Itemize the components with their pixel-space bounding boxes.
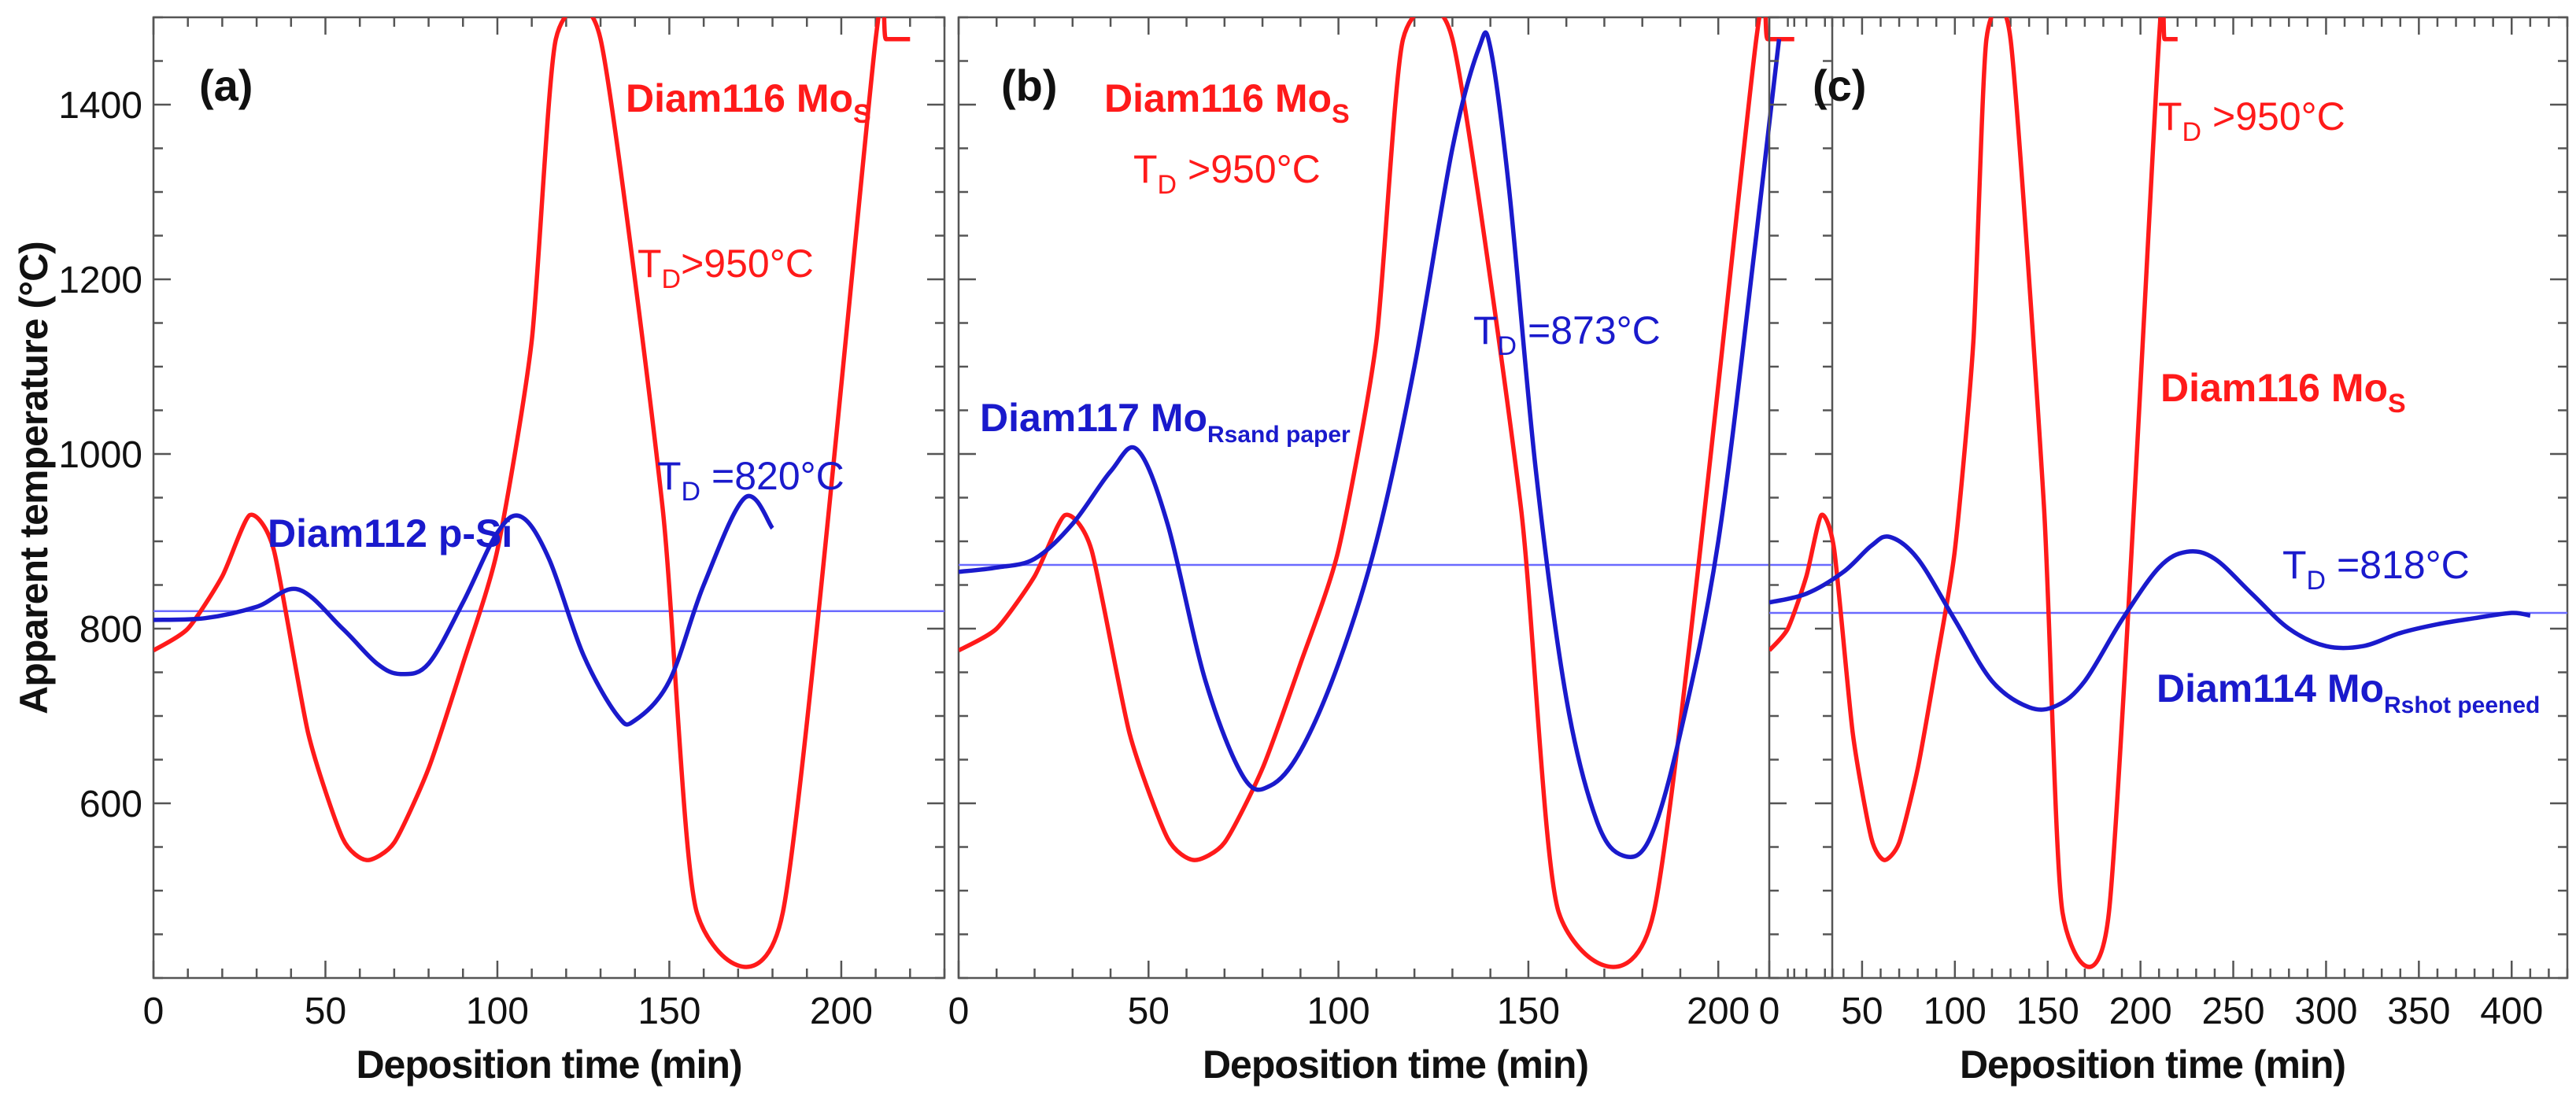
x-tick-label: 50 <box>1128 991 1170 1032</box>
annotation: TD =820°C <box>657 454 844 507</box>
annotation-main: T <box>638 242 662 286</box>
x-tick-label: 200 <box>1687 991 1750 1032</box>
y-tick-label: 1200 <box>58 260 142 301</box>
x-tick-label: 400 <box>2480 991 2543 1032</box>
x-tick-label: 0 <box>143 991 164 1032</box>
panel-label: (a) <box>199 61 253 110</box>
annotation-main: Diam117 Mo <box>980 396 1207 440</box>
series-line-diam116 <box>1769 17 2178 969</box>
annotation-main: T <box>1473 308 1498 352</box>
x-tick-label: 150 <box>1497 991 1560 1032</box>
annotation-main: T <box>657 454 682 498</box>
annotation-value: =873°C <box>1517 308 1661 352</box>
annotation-main: Diam116 Mo <box>626 76 853 120</box>
y-tick-label: 1000 <box>58 434 142 476</box>
annotation: Diam114 MoRshot peened <box>2157 666 2540 718</box>
annotation-value: >950°C <box>681 242 814 286</box>
x-tick-label: 300 <box>2294 991 2357 1032</box>
annotation-subscript: S <box>853 99 871 129</box>
annotation-subscript: D <box>1158 170 1177 200</box>
x-tick-label: 250 <box>2201 991 2264 1032</box>
annotation: Diam112 p-Si <box>268 511 512 555</box>
annotation-subscript: S <box>1332 99 1350 129</box>
annotation-main: Diam116 Mo <box>2160 366 2388 410</box>
chart-panel-b: 0 50 100 150 200 Deposition time (min) (b) Diam… <box>948 16 1834 1087</box>
annotation: TD >950°C <box>2158 94 2345 147</box>
annotation: TD =873°C <box>1473 308 1661 361</box>
annotation: Diam116 MoS <box>2160 366 2406 419</box>
y-tick-label: 600 <box>79 784 142 825</box>
chart-panels: 0 50 100 150 200600800100012001400Deposition… <box>12 16 2569 1087</box>
annotation-main: Diam114 Mo <box>2157 666 2384 710</box>
annotation-subscript: S <box>2388 389 2406 419</box>
annotation-subscript: D <box>2307 566 2327 596</box>
series-line-diam116 <box>153 17 911 969</box>
x-axis-title: Deposition time (min) <box>1960 1042 2345 1087</box>
x-axis-title: Deposition time (min) <box>356 1042 741 1087</box>
annotation-main: Diam112 p-Si <box>268 511 512 555</box>
annotation: TD >950°C <box>1133 147 1321 200</box>
x-tick-label: 0 <box>948 991 970 1032</box>
panel-label: (c) <box>1813 61 1866 110</box>
panel-label: (b) <box>1001 61 1058 110</box>
annotation-subscript: D <box>662 264 682 294</box>
annotation: Diam116 MoS <box>1104 76 1350 129</box>
x-tick-label: 350 <box>2387 991 2450 1032</box>
chart-panel-a: 0 50 100 150 200 600 800 1000 1200 1400 Deposition… <box>12 16 946 1087</box>
annotation-main: T <box>1133 147 1158 191</box>
series-line-sample <box>153 493 774 727</box>
x-axis-title: Deposition time (min) <box>1203 1042 1588 1087</box>
annotation-subscript: D <box>2182 117 2202 147</box>
x-tick-label: 150 <box>2016 991 2079 1032</box>
annotation: TD>950°C <box>638 242 814 294</box>
x-tick-label: 100 <box>1307 991 1370 1032</box>
annotation-value: >950°C <box>1177 147 1321 191</box>
x-tick-label: 200 <box>810 991 873 1032</box>
y-axis-title: Apparent temperature (°C) <box>12 242 56 714</box>
x-tick-label: 50 <box>1841 991 1883 1032</box>
series-line-sample <box>1769 534 2531 712</box>
x-tick-label: 150 <box>638 991 700 1032</box>
y-tick-label: 1400 <box>58 85 142 127</box>
annotation: Diam117 MoRsand paper <box>980 396 1351 448</box>
annotation-subscript: D <box>682 477 701 507</box>
annotation: Diam116 MoS <box>626 76 871 129</box>
annotation-main: T <box>2158 94 2182 138</box>
annotation-subscript: Rshot peened <box>2384 692 2540 718</box>
annotation-value: =820°C <box>700 454 844 498</box>
x-tick-label: 0 <box>1759 991 1780 1032</box>
annotation-value: =818°C <box>2326 543 2470 587</box>
annotation-main: Diam116 Mo <box>1104 76 1332 120</box>
chart-panel-c: 0 50 100 150 200 250 300 350 400 Deposition time … <box>1759 16 2569 1087</box>
annotation-main: T <box>2282 543 2307 587</box>
annotation-subscript: D <box>1498 331 1517 361</box>
annotation: TD =818°C <box>2282 543 2470 596</box>
series-line-sample <box>959 30 1782 860</box>
annotation-subscript: Rsand paper <box>1207 422 1351 448</box>
y-tick-label: 800 <box>79 609 142 651</box>
x-tick-label: 100 <box>466 991 529 1032</box>
annotation-value: >950°C <box>2201 94 2345 138</box>
x-tick-label: 100 <box>1924 991 1987 1032</box>
x-tick-label: 200 <box>2109 991 2172 1032</box>
x-tick-label: 50 <box>305 991 346 1032</box>
